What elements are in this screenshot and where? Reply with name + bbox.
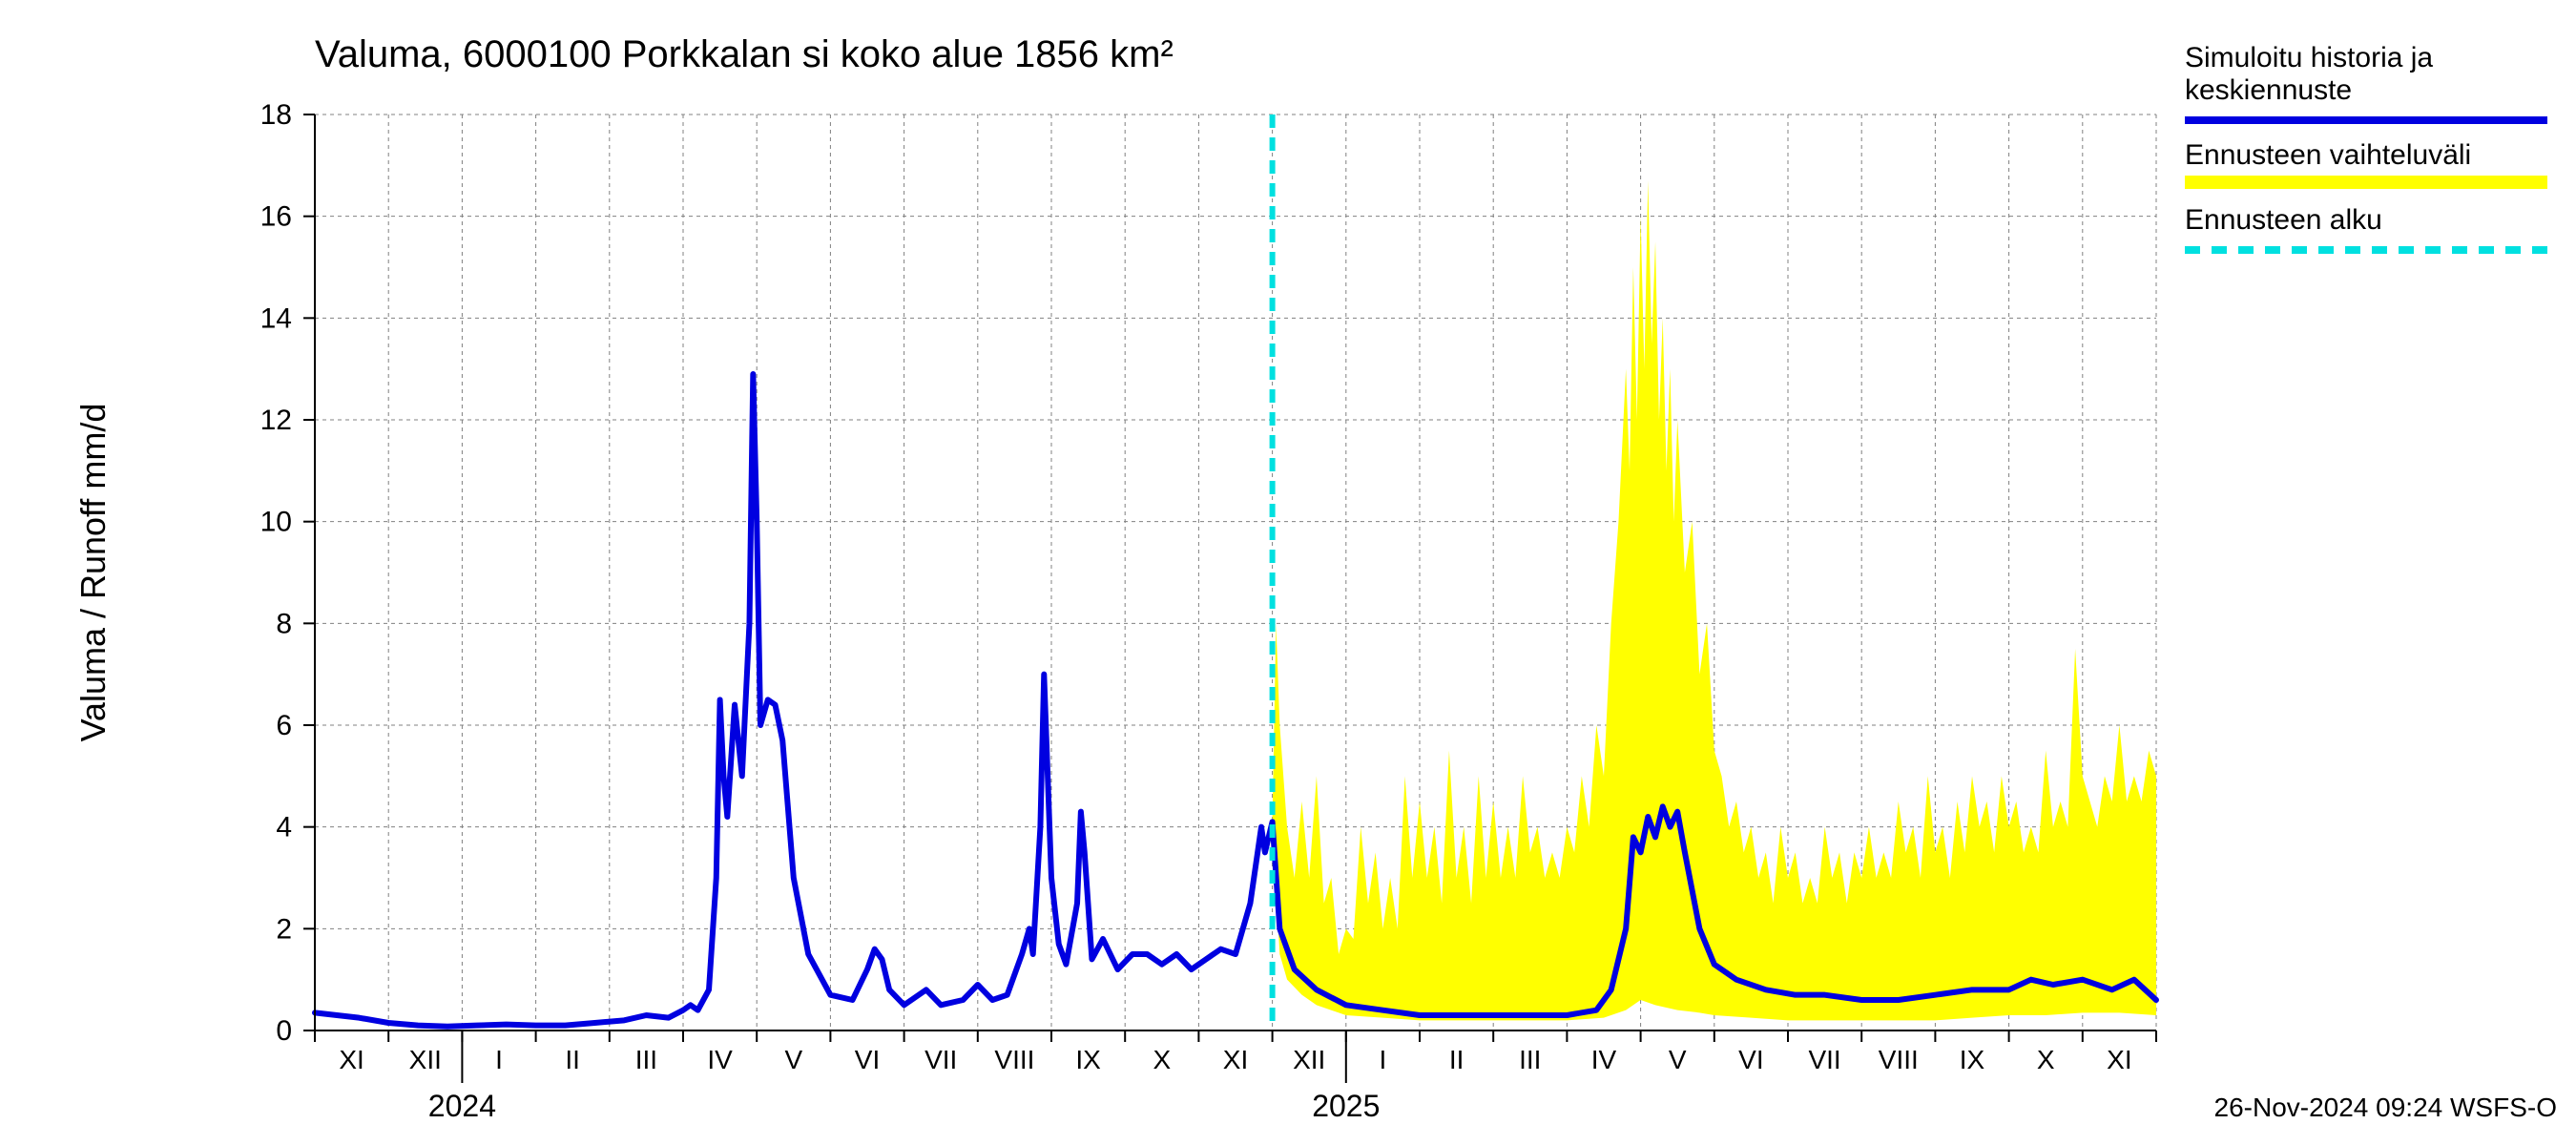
x-month-label: III — [635, 1045, 657, 1074]
x-month-label: I — [495, 1045, 503, 1074]
x-month-label: V — [784, 1045, 802, 1074]
y-tick-label: 4 — [276, 812, 292, 843]
y-axis-label: Valuma / Runoff mm/d — [73, 404, 113, 742]
x-month-label: XII — [409, 1045, 442, 1074]
x-month-label: X — [2037, 1045, 2055, 1074]
x-month-label: XI — [1223, 1045, 1248, 1074]
x-month-label: XI — [339, 1045, 364, 1074]
chart-footer: 26-Nov-2024 09:24 WSFS-O — [2214, 1093, 2558, 1122]
chart-title: Valuma, 6000100 Porkkalan si koko alue 1… — [315, 33, 1174, 75]
y-tick-label: 12 — [260, 405, 292, 436]
x-month-label: VI — [855, 1045, 880, 1074]
y-tick-label: 0 — [276, 1015, 292, 1047]
legend-label: Simuloitu historia ja — [2185, 42, 2433, 73]
y-tick-label: 10 — [260, 507, 292, 538]
x-month-label: XII — [1293, 1045, 1325, 1074]
legend-label: keskiennuste — [2185, 74, 2352, 106]
x-month-label: II — [565, 1045, 580, 1074]
y-tick-label: 8 — [276, 608, 292, 639]
x-month-label: IV — [707, 1045, 733, 1074]
x-month-label: XI — [2107, 1045, 2131, 1074]
y-tick-label: 6 — [276, 710, 292, 741]
x-month-label: VII — [1808, 1045, 1840, 1074]
x-year-label: 2024 — [428, 1089, 496, 1123]
x-month-label: VIII — [994, 1045, 1034, 1074]
x-year-label: 2025 — [1312, 1089, 1380, 1123]
y-tick-label: 14 — [260, 302, 292, 334]
x-month-label: VIII — [1879, 1045, 1919, 1074]
runoff-chart: 024681012141618XIXIIIIIIIIIVVVIVIIVIIIIX… — [0, 0, 2576, 1145]
y-tick-label: 2 — [276, 913, 292, 945]
legend-swatch — [2185, 176, 2547, 189]
x-month-label: IX — [1075, 1045, 1101, 1074]
x-month-label: I — [1380, 1045, 1387, 1074]
legend-label: Ennusteen vaihteluväli — [2185, 139, 2471, 171]
x-month-label: III — [1519, 1045, 1541, 1074]
x-month-label: V — [1669, 1045, 1687, 1074]
x-month-label: IV — [1591, 1045, 1617, 1074]
x-month-label: VI — [1738, 1045, 1763, 1074]
legend-label: Ennusteen alku — [2185, 204, 2382, 236]
y-tick-label: 18 — [260, 99, 292, 131]
x-month-label: X — [1153, 1045, 1171, 1074]
y-tick-label: 16 — [260, 201, 292, 233]
x-month-label: II — [1449, 1045, 1465, 1074]
x-month-label: VII — [924, 1045, 957, 1074]
x-month-label: IX — [1960, 1045, 1985, 1074]
